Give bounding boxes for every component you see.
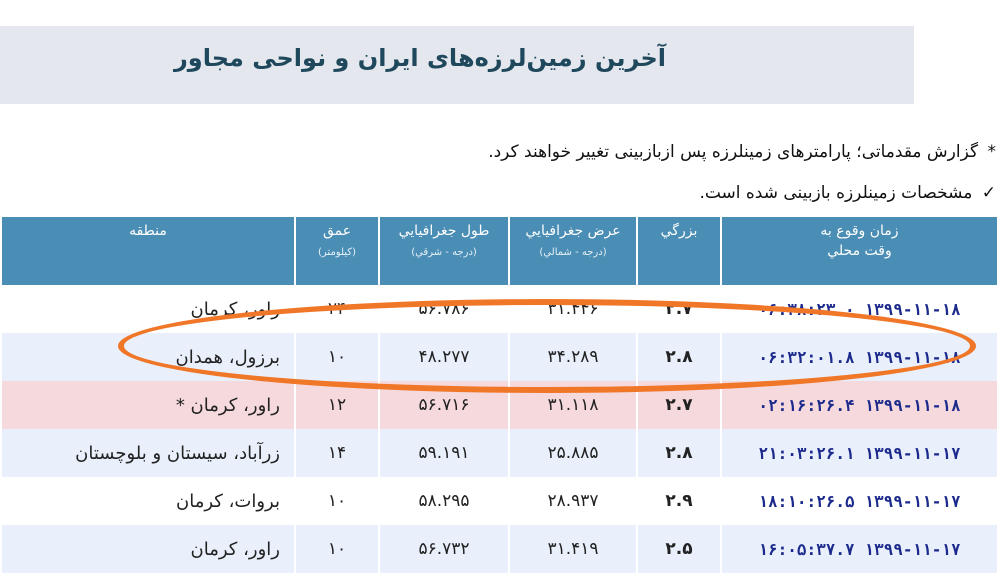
reviewed-note: ✓ مشخصات زمینلرزه بازبینی شده است. xyxy=(699,183,996,203)
col-header-region[interactable]: منطقه xyxy=(0,217,295,285)
cell-region: راور، کرمان * xyxy=(0,381,295,429)
table-row[interactable]: ۱۳۹۹-۱۱-۱۷ ۱۶:۰۵:۳۷.۷ ۲.۵ ۳۱.۴۱۹ ۵۶.۷۳۲ … xyxy=(0,525,997,573)
cell-region: برزول، همدان xyxy=(0,333,295,381)
table-row[interactable]: ۱۳۹۹-۱۱-۱۷ ۱۸:۱۰:۲۶.۵ ۲.۹ ۲۸.۹۳۷ ۵۸.۲۹۵ … xyxy=(0,477,997,525)
cell-latitude: ۳۴.۲۸۹ xyxy=(508,333,637,381)
table-row[interactable]: ۱۳۹۹-۱۱-۱۷ ۲۱:۰۳:۲۶.۱ ۲.۸ ۲۵.۸۸۵ ۵۹.۱۹۱ … xyxy=(0,429,997,477)
cell-longitude: ۵۹.۱۹۱ xyxy=(378,429,509,477)
cell-region: زرآباد، سیستان و بلوچستان xyxy=(0,429,295,477)
col-header-magnitude[interactable]: بزرگي xyxy=(636,217,721,285)
cell-region: راور، کرمان xyxy=(0,285,295,333)
cell-time: ۱۳۹۹-۱۱-۱۸ ۰۶:۳۸:۲۳.۰ xyxy=(720,285,997,333)
table-row[interactable]: ۱۳۹۹-۱۱-۱۸ ۰۲:۱۶:۲۶.۴ ۲.۷ ۳۱.۱۱۸ ۵۶.۷۱۶ … xyxy=(0,381,997,429)
cell-depth: ۱۲ xyxy=(294,381,379,429)
preliminary-note-text: گزارش مقدماتی؛ پارامترهای زمینلرزه پس از… xyxy=(488,142,979,162)
cell-depth: ۱۴ xyxy=(294,429,379,477)
checkmark-icon: ✓ xyxy=(981,183,996,203)
cell-magnitude: ۲.۵ xyxy=(636,525,721,573)
cell-depth: ۲۴ xyxy=(294,285,379,333)
cell-time: ۱۳۹۹-۱۱-۱۷ ۱۶:۰۵:۳۷.۷ xyxy=(720,525,997,573)
cell-magnitude: ۲.۸ xyxy=(636,333,721,381)
cell-magnitude: ۲.۷ xyxy=(636,381,721,429)
cell-magnitude: ۲.۸ xyxy=(636,429,721,477)
cell-longitude: ۵۶.۷۸۶ xyxy=(378,285,509,333)
cell-longitude: ۵۶.۷۳۲ xyxy=(378,525,509,573)
table-row[interactable]: ۱۳۹۹-۱۱-۱۸ ۰۶:۳۸:۲۳.۰ ۲.۷ ۳۱.۴۴۶ ۵۶.۷۸۶ … xyxy=(0,285,997,333)
earthquake-table-wrap: زمان وقوع به وقت محلي بزرگي عرض جغرافياي… xyxy=(0,217,1002,582)
cell-latitude: ۳۱.۱۱۸ xyxy=(508,381,637,429)
cell-latitude: ۳۱.۴۴۶ xyxy=(508,285,637,333)
cell-time: ۱۳۹۹-۱۱-۱۸ ۰۶:۳۲:۰۱.۸ xyxy=(720,333,997,381)
col-header-latitude[interactable]: عرض جغرافيايي (درجه - شمالي) xyxy=(508,217,637,285)
cell-depth: ۱۰ xyxy=(294,525,379,573)
cell-region: بروات، کرمان xyxy=(0,477,295,525)
asterisk-icon: * xyxy=(987,142,997,162)
preliminary-note: * گزارش مقدماتی؛ پارامترهای زمینلرزه پس … xyxy=(488,142,996,162)
earthquake-table: زمان وقوع به وقت محلي بزرگي عرض جغرافياي… xyxy=(0,217,997,573)
page-title-bar: آخرین زمین‌لرزه‌های ایران و نواحی مجاور xyxy=(0,26,914,104)
cell-longitude: ۵۶.۷۱۶ xyxy=(378,381,509,429)
cell-magnitude: ۲.۹ xyxy=(636,477,721,525)
table-header-row: زمان وقوع به وقت محلي بزرگي عرض جغرافياي… xyxy=(0,217,997,285)
cell-longitude: ۴۸.۲۷۷ xyxy=(378,333,509,381)
cell-latitude: ۲۵.۸۸۵ xyxy=(508,429,637,477)
cell-depth: ۱۰ xyxy=(294,333,379,381)
cell-latitude: ۳۱.۴۱۹ xyxy=(508,525,637,573)
col-header-depth[interactable]: عمق (کيلومتر) xyxy=(294,217,379,285)
cell-time: ۱۳۹۹-۱۱-۱۷ ۱۸:۱۰:۲۶.۵ xyxy=(720,477,997,525)
cell-magnitude: ۲.۷ xyxy=(636,285,721,333)
reviewed-note-text: مشخصات زمینلرزه بازبینی شده است. xyxy=(699,183,973,203)
col-header-time[interactable]: زمان وقوع به وقت محلي xyxy=(720,217,997,285)
col-header-longitude[interactable]: طول جغرافيايي (درجه - شرقي) xyxy=(378,217,509,285)
cell-region: راور، کرمان xyxy=(0,525,295,573)
page-title: آخرین زمین‌لرزه‌های ایران و نواحی مجاور xyxy=(173,44,666,72)
table-row[interactable]: ۱۳۹۹-۱۱-۱۸ ۰۶:۳۲:۰۱.۸ ۲.۸ ۳۴.۲۸۹ ۴۸.۲۷۷ … xyxy=(0,333,997,381)
cell-depth: ۱۰ xyxy=(294,477,379,525)
cell-longitude: ۵۸.۲۹۵ xyxy=(378,477,509,525)
cell-time: ۱۳۹۹-۱۱-۱۷ ۲۱:۰۳:۲۶.۱ xyxy=(720,429,997,477)
cell-time: ۱۳۹۹-۱۱-۱۸ ۰۲:۱۶:۲۶.۴ xyxy=(720,381,997,429)
cell-latitude: ۲۸.۹۳۷ xyxy=(508,477,637,525)
